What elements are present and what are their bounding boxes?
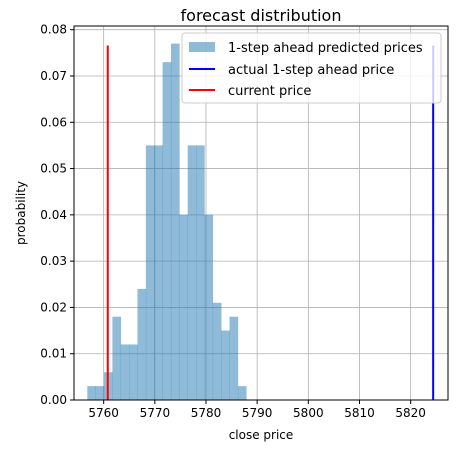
- x-tick-label-0: 5760: [88, 406, 119, 420]
- y-tick-label-5: 0.05: [40, 162, 67, 176]
- histogram-bar-7: [145, 145, 155, 400]
- histogram-bar-14: [204, 214, 214, 400]
- y-tick-label-8: 0.08: [40, 23, 67, 37]
- histogram-bar-12: [187, 145, 197, 400]
- y-tick-label-1: 0.01: [40, 347, 67, 361]
- x-tick-label-1: 5770: [140, 406, 171, 420]
- histogram-bar-16: [221, 330, 230, 400]
- histogram-bar-13: [196, 145, 205, 400]
- legend-label-current: current price: [228, 84, 311, 99]
- histogram-bar-18: [237, 386, 247, 400]
- histogram-bar-4: [120, 344, 130, 400]
- y-tick-label-7: 0.07: [40, 69, 67, 83]
- x-tick-label-5: 5810: [344, 406, 375, 420]
- plot-frame: [73, 25, 449, 401]
- vertical-lines: [106, 45, 435, 400]
- histogram-bar-11: [179, 214, 188, 400]
- y-tick-label-0: 0.00: [40, 393, 67, 407]
- y-tick-label-3: 0.03: [40, 254, 67, 268]
- histogram-bar-8: [154, 145, 163, 400]
- y-tick-label-4: 0.04: [40, 208, 67, 222]
- x-axis-ticks: 5760 5770 5780 5790 5800 5810 5820: [88, 400, 426, 420]
- histogram-bar-9: [162, 62, 172, 400]
- legend-box: [181, 32, 442, 104]
- y-axis-ticks: 0.00 0.01 0.02 0.03 0.04 0.05 0.06 0.07 0.08: [40, 23, 74, 407]
- histogram-bar-10: [170, 43, 180, 400]
- histogram-bar-17: [229, 316, 239, 400]
- legend-label-actual: actual 1-step ahead price: [228, 63, 394, 78]
- histogram-bars: [87, 43, 247, 400]
- histogram-bar-0: [87, 386, 96, 400]
- histogram-bar-3: [112, 316, 122, 400]
- histogram-bar-5: [129, 344, 138, 400]
- legend-label-histogram: 1-step ahead predicted prices: [228, 41, 423, 56]
- y-axis-label: probability: [14, 181, 28, 245]
- histogram-bar-15: [212, 302, 222, 400]
- chart-title: forecast distribution: [181, 6, 342, 25]
- legend: 1-step ahead predicted prices actual 1-s…: [181, 32, 442, 104]
- histogram-bar-1: [95, 386, 105, 400]
- x-tick-label-4: 5800: [293, 406, 324, 420]
- x-tick-label-3: 5790: [242, 406, 273, 420]
- histogram-bar-6: [137, 288, 147, 400]
- y-tick-label-2: 0.02: [40, 300, 67, 314]
- legend-swatch-histogram: [189, 42, 215, 52]
- y-tick-label-6: 0.06: [40, 115, 67, 129]
- x-tick-label-2: 5780: [191, 406, 222, 420]
- x-tick-label-6: 5820: [395, 406, 426, 420]
- x-axis-label: close price: [229, 428, 294, 442]
